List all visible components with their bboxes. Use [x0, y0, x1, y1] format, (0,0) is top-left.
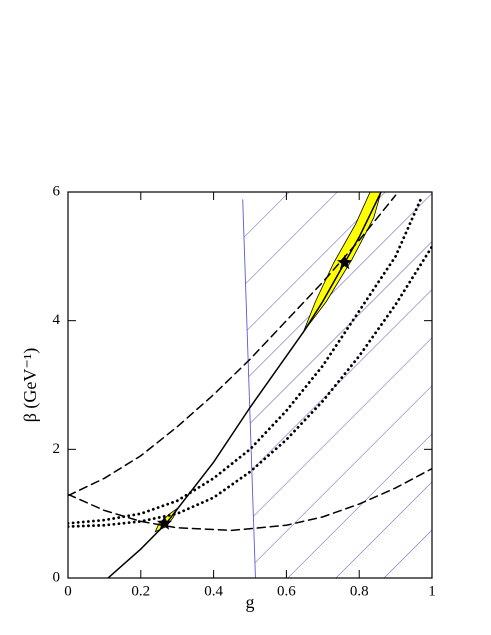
star-marker	[337, 254, 353, 270]
y-axis-label: β (GeV⁻¹)	[20, 348, 41, 423]
star-marker	[156, 515, 173, 530]
y-tick-label: 6	[53, 183, 61, 199]
x-tick-label: 0	[64, 583, 72, 599]
hatched-region	[242, 192, 432, 578]
frame	[67, 191, 433, 579]
curve	[242, 199, 256, 578]
confidence-region	[154, 507, 179, 533]
x-tick-label: 0.8	[350, 583, 369, 599]
curve	[107, 192, 382, 578]
y-tick-label: 2	[53, 441, 61, 457]
x-tick-label: 0.2	[131, 583, 150, 599]
y-tick-label: 0	[53, 569, 61, 585]
curve	[68, 245, 432, 528]
x-tick-label: 0.4	[204, 583, 223, 599]
curve	[68, 197, 423, 525]
curve	[68, 194, 397, 497]
x-tick-label: 1	[428, 583, 436, 599]
plot-area	[68, 192, 432, 578]
x-axis-label: g	[246, 592, 255, 612]
y-tick-label: 4	[53, 312, 61, 328]
x-tick-label: 0.6	[277, 583, 296, 599]
